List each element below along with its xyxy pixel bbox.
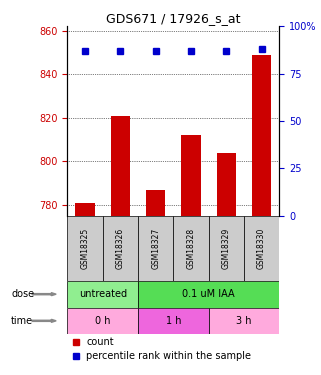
Bar	[103, 216, 138, 281]
Text: 1 h: 1 h	[166, 316, 181, 326]
Bar	[67, 281, 138, 308]
Text: 0 h: 0 h	[95, 316, 110, 326]
Bar	[146, 190, 165, 216]
Bar	[138, 281, 279, 308]
Bar	[75, 202, 95, 216]
Text: untreated: untreated	[79, 289, 127, 299]
Text: GSM18328: GSM18328	[187, 228, 195, 269]
Bar	[209, 308, 279, 334]
Bar	[111, 116, 130, 216]
Text: GSM18325: GSM18325	[81, 228, 90, 269]
Bar	[209, 216, 244, 281]
Bar	[67, 216, 103, 281]
Text: GSM18329: GSM18329	[222, 228, 231, 269]
Text: 0.1 uM IAA: 0.1 uM IAA	[182, 289, 235, 299]
Bar	[217, 153, 236, 216]
Text: percentile rank within the sample: percentile rank within the sample	[86, 351, 251, 361]
Bar	[67, 308, 138, 334]
Bar	[138, 308, 209, 334]
Title: GDS671 / 17926_s_at: GDS671 / 17926_s_at	[106, 12, 241, 25]
Text: count: count	[86, 336, 114, 346]
Bar	[138, 216, 173, 281]
Text: GSM18326: GSM18326	[116, 228, 125, 269]
Text: GSM18330: GSM18330	[257, 228, 266, 269]
Bar	[181, 135, 201, 216]
Text: time: time	[11, 316, 33, 326]
Text: dose: dose	[11, 289, 34, 299]
Bar	[173, 216, 209, 281]
Text: 3 h: 3 h	[236, 316, 252, 326]
Text: GSM18327: GSM18327	[151, 228, 160, 269]
Bar	[244, 216, 279, 281]
Bar	[252, 54, 271, 216]
